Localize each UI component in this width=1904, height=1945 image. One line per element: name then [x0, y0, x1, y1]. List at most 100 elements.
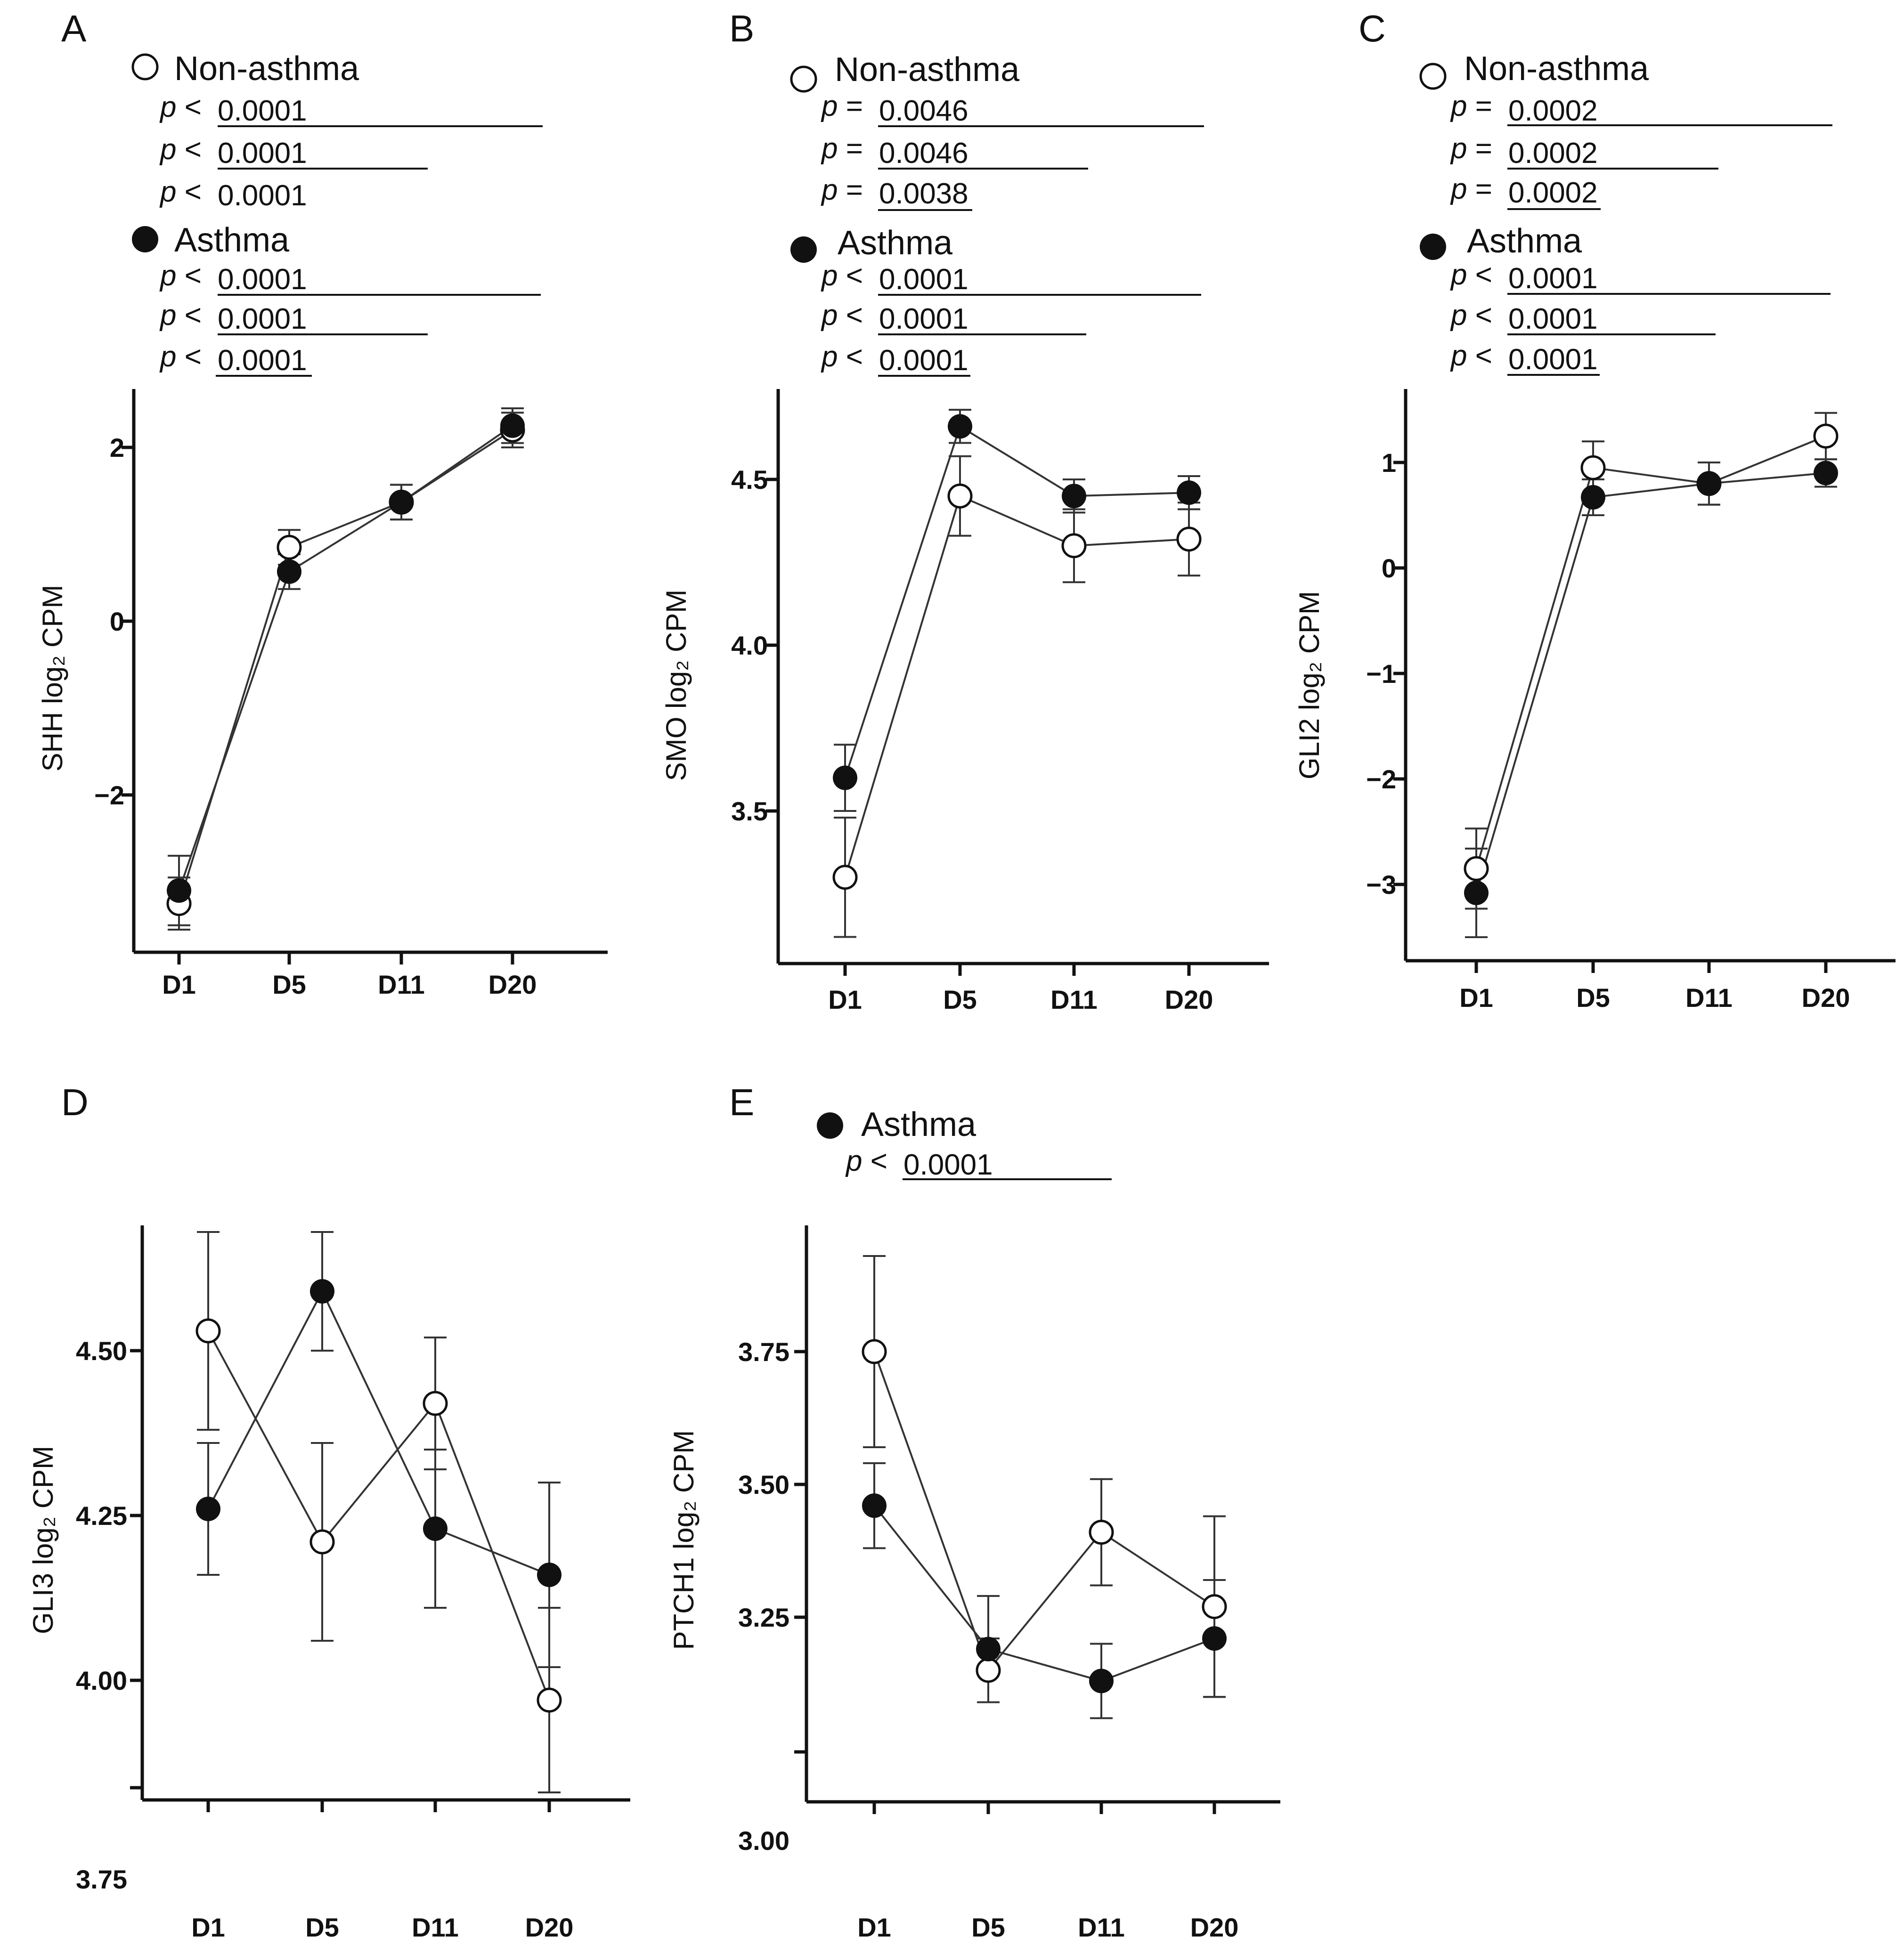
panel-a: A Non-asthma p < 0.0001 p < 0.0001 p < 0…	[37, 8, 608, 999]
p-value: 0.0001	[1508, 262, 1598, 295]
svg-text:p <: p <	[159, 340, 202, 373]
y-tick-label: 4.25	[76, 1501, 127, 1531]
p-symbol: <	[846, 340, 863, 373]
svg-text:p =: p =	[821, 132, 863, 165]
plot-area-e: 3.75 3.50 3.25 3.00 D1 D5 D11 D20	[738, 1255, 1238, 1942]
x-tick-label: D20	[1165, 985, 1213, 1014]
asthma-series-line	[207, 1289, 550, 1576]
p-value: 0.0002	[1508, 137, 1598, 170]
non-asthma-point	[195, 1318, 221, 1344]
x-tick-label: D11	[1685, 983, 1733, 1013]
legend-asthma-label: Asthma	[861, 1106, 976, 1143]
p-symbol: <	[185, 340, 202, 373]
p-label: p	[845, 1145, 862, 1177]
p-label: p	[1450, 299, 1467, 332]
non-asthma-point	[1813, 423, 1839, 449]
svg-text:p <: p <	[159, 176, 202, 208]
svg-text:p <: p <	[159, 133, 202, 166]
legend-asthma-label: Asthma	[1467, 222, 1582, 260]
panel-letter-b: B	[729, 8, 754, 49]
y-tick-label: 0	[110, 607, 124, 636]
p-label: p	[1450, 90, 1467, 122]
p-value: 0.0046	[879, 95, 968, 127]
y-tick-label: 3.50	[738, 1470, 789, 1499]
asthma-series-line	[873, 1505, 1215, 1682]
p-label: p	[821, 299, 838, 332]
p-label: p	[821, 174, 838, 206]
p-symbol: <	[871, 1145, 887, 1177]
x-tick-label: D5	[272, 970, 306, 999]
asthma-point	[1089, 1669, 1114, 1694]
x-tick-label: D5	[305, 1913, 339, 1942]
y-axis-label: GLI2 log₂ CPM	[1294, 591, 1325, 779]
x-tick-label: D20	[488, 970, 537, 999]
asthma-point	[1814, 461, 1838, 486]
p-value: 0.0001	[218, 95, 307, 127]
y-tick-label: 2	[110, 433, 124, 462]
non-asthma-point	[1464, 856, 1489, 881]
p-value: 0.0001	[879, 303, 968, 335]
p-label: p	[159, 259, 176, 292]
p-symbol: <	[185, 299, 202, 332]
p-symbol: =	[846, 90, 863, 122]
p-label: p	[1450, 173, 1467, 205]
non-asthma-point	[423, 1391, 448, 1416]
non-asthma-point	[309, 1529, 335, 1555]
y-axis-label: PTCH1 log₂ CPM	[668, 1430, 700, 1650]
panel-e: E Asthma p < 0.0001 PTCH1 log₂ CPM 3.753…	[668, 1081, 1280, 1942]
y-tick-label: 3.75	[76, 1864, 127, 1894]
legend-open-marker	[790, 65, 817, 93]
svg-text:p <: p <	[845, 1145, 887, 1177]
p-label: p	[821, 259, 838, 292]
svg-text:p <: p <	[159, 299, 202, 332]
asthma-point	[196, 1497, 220, 1521]
asthma-point	[1697, 471, 1721, 496]
p-label: p	[159, 91, 176, 123]
non-asthma-series-line	[873, 1351, 1215, 1672]
asthma-point	[1177, 480, 1201, 505]
asthma-point	[833, 765, 857, 790]
non-asthma-point	[1176, 527, 1202, 552]
p-label: p	[159, 133, 176, 166]
plot-area-a: 2 0 −2 D1 D5 D11 D20	[94, 407, 537, 999]
asthma-point	[389, 490, 414, 515]
asthma-point	[976, 1637, 1001, 1661]
plot-area-b: 4.5 4.0 3.5 D1 D5 D11 D20	[731, 409, 1213, 1014]
p-symbol: =	[1475, 173, 1492, 205]
svg-text:p <: p <	[1450, 259, 1492, 291]
legend-filled-marker	[132, 226, 158, 252]
y-axis-label: SHH log₂ CPM	[37, 585, 68, 772]
legend-filled-marker	[817, 1112, 843, 1139]
x-tick-label: D1	[828, 985, 862, 1014]
asthma-point	[310, 1279, 334, 1304]
p-symbol: <	[185, 259, 202, 292]
legend-asthma-label: Asthma	[174, 221, 290, 259]
non-asthma-series-line	[207, 1330, 550, 1701]
p-value: 0.0001	[1508, 343, 1598, 376]
p-symbol: <	[846, 259, 863, 292]
legend-open-marker	[1419, 63, 1447, 90]
asthma-point	[277, 559, 301, 584]
p-label: p	[1450, 132, 1467, 165]
p-symbol: <	[185, 176, 202, 208]
non-asthma-series-line	[178, 429, 513, 904]
asthma-point	[1464, 880, 1489, 905]
x-tick-label: D11	[1078, 1913, 1125, 1942]
y-tick-label: 3.25	[738, 1603, 789, 1632]
asthma-point	[1202, 1626, 1227, 1651]
svg-text:p <: p <	[821, 299, 863, 332]
plot-area-c: 1 0 −1 −2 −3 D1 D5 D11 D20	[1366, 412, 1850, 1013]
legend-non-asthma-label: Non-asthma	[174, 50, 359, 88]
p-label: p	[821, 340, 838, 373]
p-value: 0.0038	[879, 178, 968, 210]
x-tick-label: D11	[378, 970, 425, 999]
p-value: 0.0001	[218, 344, 307, 377]
y-tick-label: 1	[1382, 448, 1396, 478]
p-symbol: =	[846, 174, 863, 206]
y-tick-label: 4.50	[76, 1336, 127, 1366]
panel-letter-d: D	[61, 1081, 89, 1123]
svg-text:p =: p =	[821, 174, 863, 206]
panel-letter-a: A	[61, 8, 87, 49]
p-value: 0.0001	[1508, 303, 1598, 335]
